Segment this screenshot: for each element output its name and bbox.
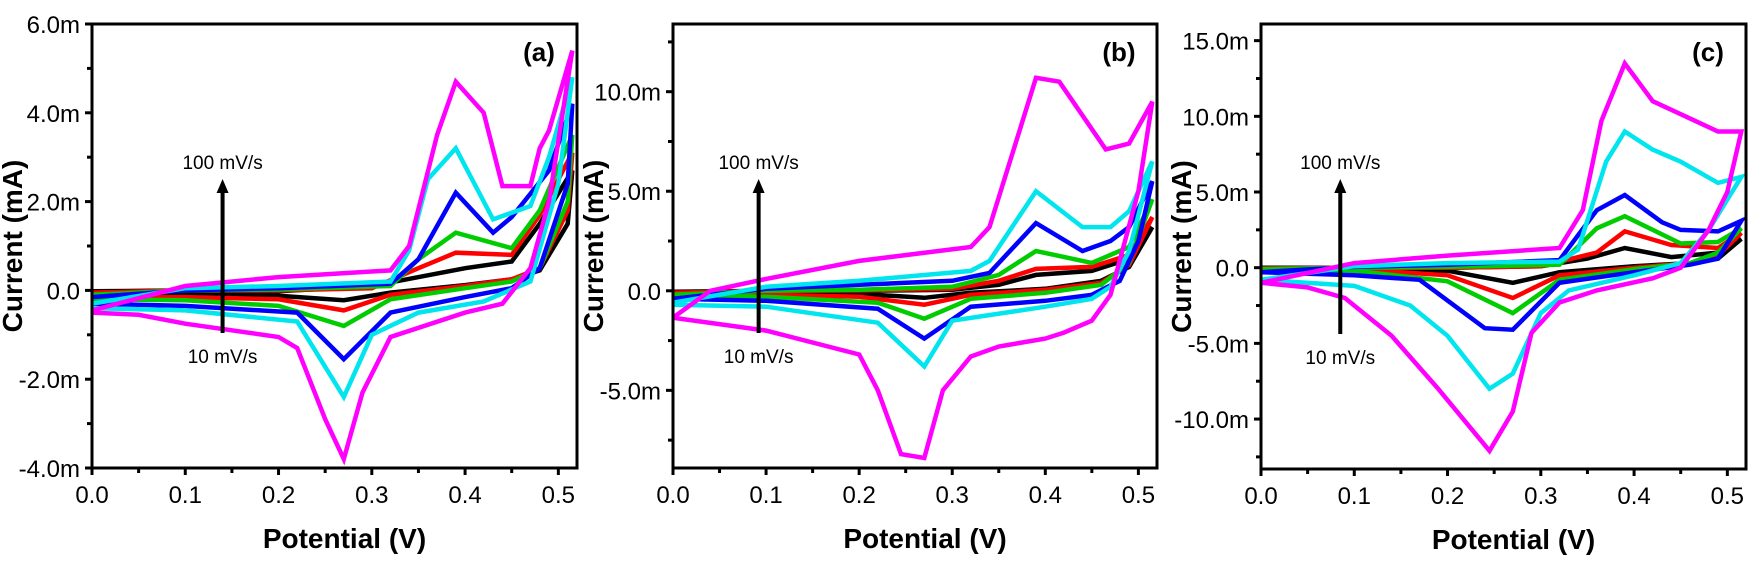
panel-a: 0.0 0.1 0.2 0.3 0.4 0.5 -4.0m -2.0m 0.0 2.0m 4.0m 6… <box>0 12 579 554</box>
panel-label-b: (b) <box>1102 37 1135 67</box>
plot-frame <box>1259 22 1748 471</box>
series-line-80-mv-s <box>673 160 1155 371</box>
panel-label-c: (c) <box>1692 37 1724 67</box>
y-tick-label: 4.0m <box>27 101 80 128</box>
arrow-up-icon <box>216 179 229 193</box>
x-tick-label: 0.5 <box>1711 483 1744 510</box>
y-tick-label: 0.0 <box>1216 256 1249 283</box>
arrow-bottom-label: 10 mV/s <box>1305 348 1375 369</box>
y-tick-label: -2.0m <box>19 367 80 394</box>
y-tick-label: 15.0m <box>1182 29 1249 56</box>
arrow-top-label: 100 mV/s <box>1300 153 1380 174</box>
series-line-100-mv-s <box>673 75 1155 461</box>
panel-b: 0.0 0.1 0.2 0.3 0.4 0.5 -5.0m 0.0 5.0m 10.0m Poten… <box>578 22 1159 554</box>
arrow-top-label: 100 mV/s <box>182 153 262 174</box>
y-tick-label: 6.0m <box>27 12 80 39</box>
y-tick-label: -10.0m <box>1174 407 1249 434</box>
series-line-40-mv-s <box>673 198 1155 322</box>
arrow-top-label: 100 mV/s <box>718 153 798 174</box>
y-tick-label: 0.0 <box>628 279 661 306</box>
arrow-up-icon <box>752 179 765 193</box>
arrow-bottom-label: 10 mV/s <box>188 347 258 368</box>
series-line-100-mv-s <box>92 49 575 466</box>
panel-c: 0.0 0.1 0.2 0.3 0.4 0.5 -10.0m -5.0m 0.0 5.0m 10.0… <box>1166 22 1748 555</box>
x-tick-label: 0.2 <box>262 482 295 509</box>
series-group <box>673 75 1155 461</box>
x-tick-label: 0.0 <box>75 482 108 509</box>
x-tick-label: 0.3 <box>1524 483 1557 510</box>
x-tick-label: 0.2 <box>1431 483 1464 510</box>
series-line-40-mv-s <box>1261 213 1743 316</box>
y-tick-label: -4.0m <box>19 456 80 483</box>
y-tick-label: 10.0m <box>594 80 661 107</box>
x-tick-label: 0.4 <box>1617 483 1650 510</box>
x-tick-label: 0.5 <box>1122 482 1155 509</box>
x-tick-label: 0.1 <box>169 482 202 509</box>
y-tick-label: 10.0m <box>1182 104 1249 131</box>
series-line-80-mv-s <box>1261 128 1746 392</box>
y-axis-title: Current (mA) <box>578 160 609 333</box>
arrow-bottom-label: 10 mV/s <box>724 347 794 368</box>
y-tick-label: -5.0m <box>1188 331 1249 358</box>
y-tick-label: 0.0 <box>47 278 80 305</box>
y-axis-title: Current (mA) <box>0 160 28 333</box>
x-tick-label: 0.1 <box>1338 483 1371 510</box>
y-tick-label: -5.0m <box>600 378 661 405</box>
x-tick-label: 0.5 <box>542 482 575 509</box>
x-axis-title: Potential (V) <box>1432 524 1595 555</box>
x-axis-title: Potential (V) <box>843 523 1006 554</box>
x-tick-label: 0.0 <box>1244 483 1277 510</box>
x-tick-label: 0.0 <box>656 482 689 509</box>
arrow-up-icon <box>1334 179 1347 193</box>
y-axis-title: Current (mA) <box>1166 160 1197 333</box>
x-tick-label: 0.4 <box>1029 482 1062 509</box>
x-axis-title: Potential (V) <box>263 523 426 554</box>
series-line-80-mv-s <box>92 76 575 402</box>
y-tick-label: 5.0m <box>608 179 661 206</box>
plot-frame <box>671 22 1159 470</box>
panel-label-a: (a) <box>523 37 555 67</box>
x-tick-label: 0.1 <box>749 482 782 509</box>
series-group <box>1261 58 1746 455</box>
x-tick-label: 0.3 <box>936 482 969 509</box>
x-tick-label: 0.3 <box>355 482 388 509</box>
series-group <box>92 49 575 466</box>
x-tick-label: 0.2 <box>842 482 875 509</box>
series-line-100-mv-s <box>1261 58 1745 455</box>
y-tick-label: 2.0m <box>27 190 80 217</box>
x-tick-label: 0.4 <box>448 482 481 509</box>
y-tick-label: 5.0m <box>1196 180 1249 207</box>
series-line-60-mv-s <box>673 180 1155 342</box>
